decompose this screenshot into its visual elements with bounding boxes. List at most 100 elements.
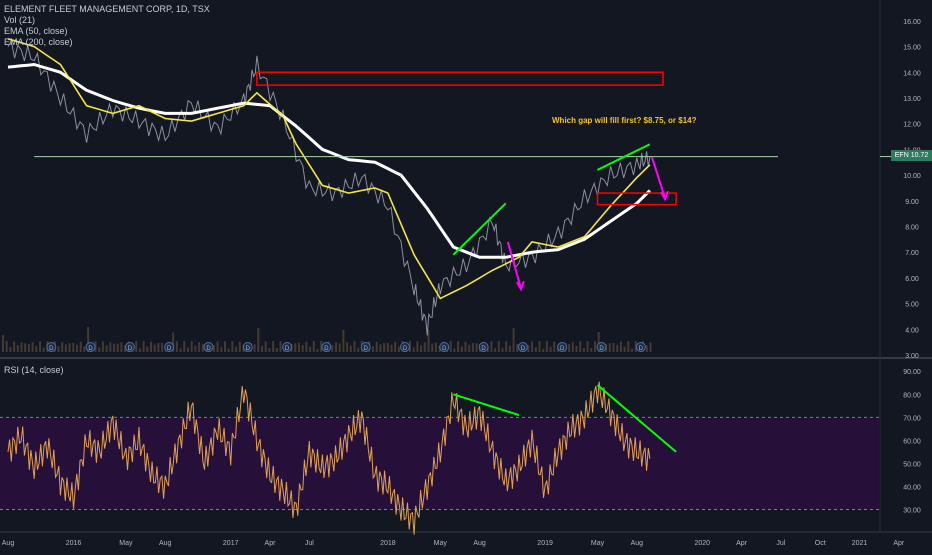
price-tick-label: 4.00 [905,327,919,334]
volume-bar [305,341,308,352]
dividend-marker [164,342,175,352]
volume-bar [198,342,201,352]
time-tick-label: Oct [815,540,826,547]
volume-bar [79,341,82,352]
volume-bar [427,329,430,352]
dividend-marker-label: D [49,346,54,352]
volume-bar [42,347,45,352]
volume-bar [109,342,112,352]
volume-bar [379,344,382,352]
volume-bar [531,341,534,352]
time-tick-label: 2021 [852,540,868,547]
volume-bar [231,341,234,352]
dividend-marker [321,342,332,352]
volume-bar [542,348,545,352]
rsi-tick-label: 70.00 [903,415,921,422]
volume-bar [475,343,478,352]
volume-bar [549,346,552,352]
volume-bar [590,348,593,352]
dividend-marker [46,342,57,352]
time-tick-label: Aug [2,540,15,547]
price-tick-label: 10.00 [903,173,921,180]
dividend-marker-label: D [324,346,329,352]
volume-bar [120,342,123,352]
dividend-marker-label: D [481,346,486,352]
volume-bar [582,347,585,352]
volume-bar [612,342,615,352]
volume-bar [2,335,4,352]
volume-bar [457,341,460,352]
volume-bar [412,347,415,352]
time-tick-label: 2020 [695,540,711,547]
dividend-marker-label: D [246,346,251,352]
dividend-marker-label: D [521,346,526,352]
volume-bar [261,346,263,352]
volume-bar [9,346,12,352]
volume-bar [501,347,504,352]
volume-bar [586,341,589,352]
volume-bar [264,341,267,352]
ema50-line [7,38,651,300]
dividend-marker-label: D [88,346,93,352]
volume-bar [301,344,304,352]
volume-bar [113,343,115,352]
volume-bar [416,341,419,352]
volume-bar [631,348,633,352]
rsi-trendline [596,384,677,453]
legend-title: ELEMENT FLEET MANAGEMENT CORP, 1D, TSX [4,4,210,14]
price-tick-label: 7.00 [905,250,919,257]
time-tick-label: Apr [265,540,277,547]
price-tick-label: 16.00 [903,19,921,26]
volume-bar [298,342,300,352]
volume-bar [187,347,189,352]
volume-bar [5,341,8,352]
volume-bar [508,345,511,352]
volume-bar [619,341,622,352]
volume-bar [453,348,456,352]
volume-bar [135,341,138,352]
volume-bar [212,345,215,352]
price-tick-label: 12.00 [903,122,921,129]
volume-bar [431,343,434,352]
dividend-marker [282,342,293,352]
volume-bar [645,345,648,352]
volume-bar [316,348,319,352]
volume-bar [553,341,556,352]
volume-bar [238,341,241,352]
volume-bar [512,328,515,352]
volume-bar [64,344,67,352]
volume-bar [275,347,278,352]
legend-ema50: EMA (50, close) [4,26,68,36]
rsi-line [7,381,651,535]
volume-bar [83,346,86,352]
time-tick-label: 2019 [537,540,553,547]
dividend-marker-label: D [639,346,644,352]
volume-bar [142,341,145,352]
dividend-marker-label: D [206,346,211,352]
volume-bar [179,348,182,352]
volume-bar [534,347,537,352]
arrow-shaft [506,241,522,289]
volume-bar [183,341,186,352]
volume-bar [268,348,271,352]
volume-bar [31,342,34,352]
volume-bar [397,346,400,352]
price-tick-label: 13.00 [903,96,921,103]
volume-bar [409,341,411,352]
volume-bar [312,341,315,352]
volume-bar [608,343,611,352]
dividend-marker [635,342,646,352]
volume-bar [372,346,374,352]
dividend-marker [478,342,489,352]
volume-bar [346,342,349,352]
dividend-marker-label: D [167,346,172,352]
volume-bar [98,347,101,352]
volume-bar [190,341,193,352]
volume-bar [616,344,619,352]
dividend-marker-label: D [442,346,447,352]
volume-bar [353,341,356,352]
dividend-marker [85,342,96,352]
rsi-tick-label: 90.00 [903,369,921,376]
